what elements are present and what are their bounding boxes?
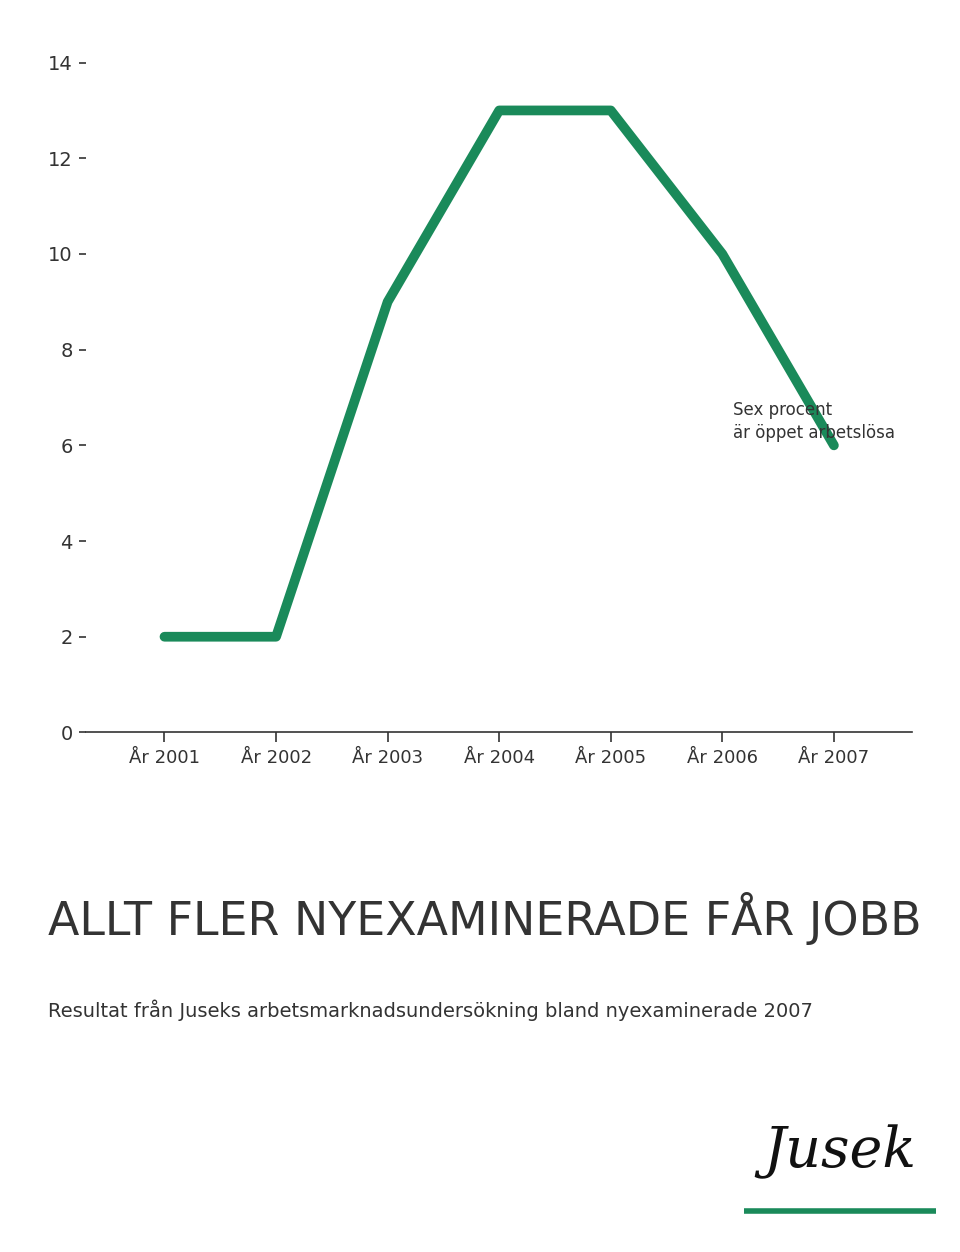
Text: Jusek: Jusek: [763, 1124, 917, 1179]
Text: ALLT FLER NYEXAMINERADE FÅR JOBB: ALLT FLER NYEXAMINERADE FÅR JOBB: [48, 891, 922, 945]
Text: Resultat från Juseks arbetsmarknadsundersökning bland nyexaminerade 2007: Resultat från Juseks arbetsmarknadsunder…: [48, 999, 813, 1020]
Text: Sex procent
är öppet arbetslösa: Sex procent är öppet arbetslösa: [733, 401, 896, 442]
